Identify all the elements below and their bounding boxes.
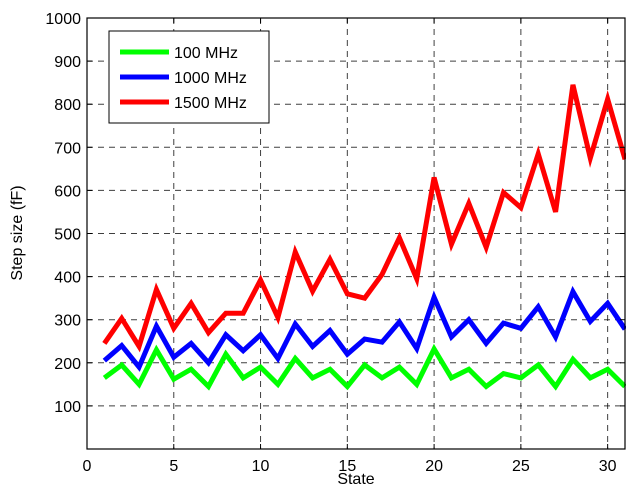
x-tick-label: 25: [512, 458, 530, 475]
series-line-100-mhz: [102, 343, 626, 391]
x-tick-label: 5: [169, 458, 178, 475]
y-tick-label: 100: [54, 399, 81, 416]
x-axis-label: State: [337, 471, 374, 488]
legend: 100 MHz 1000 MHz 1500 MHz: [108, 30, 270, 124]
legend-label: 1500 MHz: [174, 95, 247, 112]
y-tick-label: 300: [54, 313, 81, 330]
x-tick-label: 30: [599, 458, 617, 475]
y-tick-label: 200: [54, 356, 81, 373]
x-tick-label: 15: [338, 458, 356, 475]
y-tick-label: 700: [54, 140, 81, 157]
x-tick-label: 10: [252, 458, 270, 475]
x-tick-label: 0: [83, 458, 92, 475]
series-line-1500-mhz: [102, 84, 626, 353]
legend-label: 1000 MHz: [174, 70, 247, 87]
x-tick-label: 20: [425, 458, 443, 475]
axis-ticks: 0 5 10 15 20 25 30 100 200 300 400 500 600 700 800 900 1…: [45, 11, 625, 475]
series-line-1000-mhz: [102, 285, 626, 372]
y-tick-label: 500: [54, 227, 81, 244]
series-lines: [102, 84, 626, 391]
y-tick-label: 400: [54, 270, 81, 287]
y-tick-label: 800: [54, 97, 81, 114]
y-tick-label: 900: [54, 54, 81, 71]
y-axis-label: Step size (fF): [9, 185, 26, 280]
y-tick-label: 1000: [45, 11, 81, 28]
y-tick-label: 600: [54, 183, 81, 200]
grid: [87, 18, 625, 449]
legend-label: 100 MHz: [174, 45, 238, 62]
